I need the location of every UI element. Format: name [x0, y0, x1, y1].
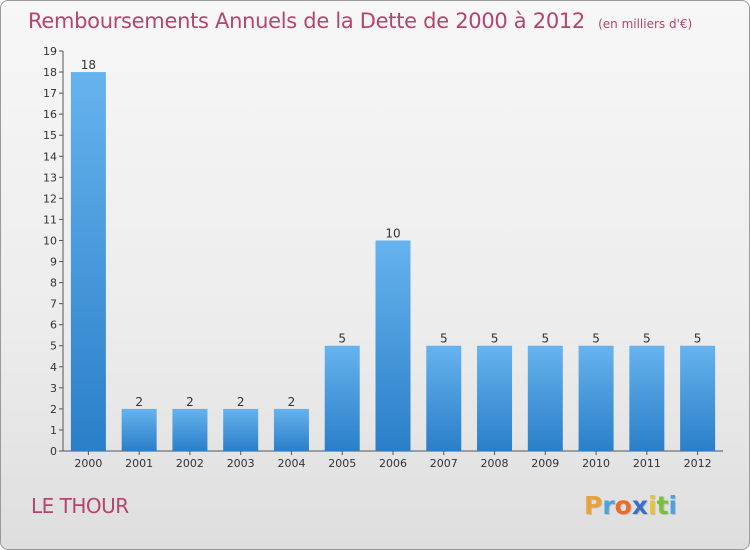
- bar: [680, 345, 716, 451]
- y-tick-label: 8: [50, 277, 57, 290]
- x-tick-label: 2012: [684, 457, 712, 470]
- x-tick-label: 2011: [633, 457, 661, 470]
- bar: [121, 408, 157, 451]
- bar-value-label: 5: [592, 332, 600, 346]
- bar-value-label: 5: [338, 332, 346, 346]
- bar-value-label: 2: [135, 395, 143, 409]
- bar-value-label: 5: [643, 332, 651, 346]
- y-tick-label: 19: [43, 45, 57, 58]
- x-tick-label: 2001: [125, 457, 153, 470]
- y-tick-label: 0: [50, 445, 57, 458]
- logo-letter: i: [648, 491, 657, 520]
- x-tick-label: 2006: [379, 457, 407, 470]
- x-tick-label: 2002: [176, 457, 204, 470]
- x-tick-label: 2004: [277, 457, 305, 470]
- y-tick-label: 10: [43, 234, 57, 247]
- y-tick-label: 3: [50, 382, 57, 395]
- logo-letter: o: [614, 491, 632, 520]
- proxiti-logo[interactable]: Proxiti: [584, 491, 677, 520]
- y-tick-label: 1: [50, 424, 57, 437]
- bar-value-label: 2: [288, 395, 296, 409]
- y-tick-label: 9: [50, 256, 57, 269]
- bar: [527, 345, 563, 451]
- y-tick-label: 15: [43, 129, 57, 142]
- logo-letter: i: [668, 491, 678, 520]
- y-tick-label: 2: [50, 403, 57, 416]
- y-tick-label: 4: [50, 361, 57, 374]
- chart-unit: (en milliers d'€): [598, 17, 693, 31]
- logo-letter: r: [602, 491, 615, 520]
- x-tick-label: 2003: [227, 457, 255, 470]
- x-tick-label: 2000: [74, 457, 102, 470]
- y-tick-label: 16: [43, 108, 57, 121]
- bar-value-label: 5: [541, 332, 549, 346]
- x-tick-label: 2008: [481, 457, 509, 470]
- logo-letter: x: [631, 491, 648, 520]
- bar-value-label: 2: [237, 395, 245, 409]
- bar-value-label: 18: [81, 58, 96, 72]
- bar-value-label: 10: [385, 226, 400, 240]
- y-tick-label: 12: [43, 192, 57, 205]
- logo-letter: P: [584, 491, 603, 520]
- bar: [375, 240, 411, 451]
- x-tick-label: 2010: [582, 457, 610, 470]
- y-tick-label: 13: [43, 171, 57, 184]
- bar: [223, 408, 259, 451]
- bar: [172, 408, 208, 451]
- y-tick-label: 18: [43, 66, 57, 79]
- bar: [70, 72, 106, 451]
- x-tick-label: 2009: [531, 457, 559, 470]
- bars: [70, 72, 716, 451]
- x-tick-label: 2007: [430, 457, 458, 470]
- commune-name: LE THOUR: [31, 494, 129, 518]
- chart-title: Remboursements Annuels de la Dette de 20…: [28, 9, 585, 33]
- bar: [426, 345, 462, 451]
- bar: [324, 345, 360, 451]
- bar-value-label: 5: [694, 332, 702, 346]
- x-tick-label: 2005: [328, 457, 356, 470]
- y-tick-label: 6: [50, 319, 57, 332]
- logo-letter: t: [656, 491, 669, 520]
- bar-value-label: 5: [491, 332, 499, 346]
- y-tick-label: 17: [43, 87, 57, 100]
- bar: [629, 345, 665, 451]
- y-tick-label: 14: [43, 150, 57, 163]
- y-tick-label: 11: [43, 213, 57, 226]
- bar: [273, 408, 309, 451]
- bar: [578, 345, 614, 451]
- labels: 2000 18 2001 2 2002 2 2003 2 2004 2 2005 5 2006 10 200…: [74, 58, 711, 470]
- title-row: Remboursements Annuels de la Dette de 20…: [28, 9, 692, 33]
- bar: [477, 345, 513, 451]
- y-tick-label: 5: [50, 340, 57, 353]
- bar-value-label: 5: [440, 332, 448, 346]
- bar-value-label: 2: [186, 395, 194, 409]
- y-tick-label: 7: [50, 298, 57, 311]
